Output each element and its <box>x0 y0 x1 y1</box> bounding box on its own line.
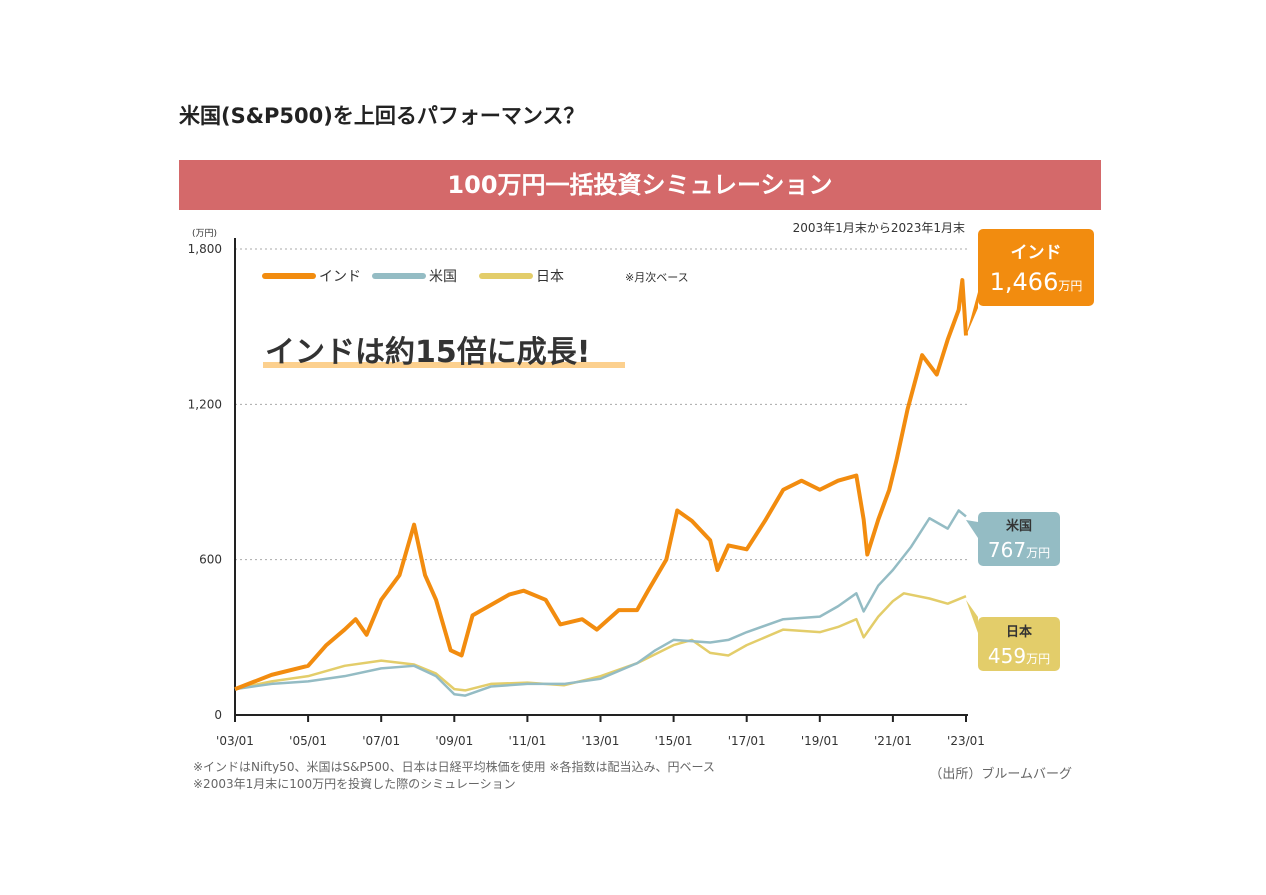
callout-box <box>978 512 1060 566</box>
x-tick-label: '05/01 <box>289 734 327 748</box>
x-tick-label: '13/01 <box>582 734 620 748</box>
series-line-japan <box>234 592 967 692</box>
legend-note: ※月次ベース <box>625 270 689 284</box>
callout-name: 日本 <box>1006 624 1032 640</box>
x-tick-label: '17/01 <box>728 734 766 748</box>
legend-label: 米国 <box>429 269 457 285</box>
x-tick-label: '11/01 <box>508 734 546 748</box>
x-tick-label: '07/01 <box>362 734 400 748</box>
y-axis-unit: (万円) <box>192 228 217 239</box>
callout-unit: 万円 <box>1026 652 1050 666</box>
callout-pointer <box>966 292 978 336</box>
x-tick-label: '19/01 <box>801 734 839 748</box>
callout-unit: 万円 <box>1026 546 1050 560</box>
annotation-underline <box>263 362 625 368</box>
y-tick-label: 600 <box>199 553 222 567</box>
x-tick-label: '15/01 <box>655 734 693 748</box>
period-label: 2003年1月末から2023年1月末 <box>793 221 965 235</box>
page-title: 米国(S&P500)を上回るパフォーマンス？ <box>179 104 585 128</box>
callout-box <box>978 617 1060 671</box>
x-tick-label: '23/01 <box>947 734 985 748</box>
x-tick-label: '03/01 <box>216 734 254 748</box>
callout-name: インド <box>1011 243 1062 263</box>
callout-unit: 万円 <box>1058 279 1082 293</box>
y-tick-label: 1,800 <box>188 242 222 256</box>
footnote: ※インドはNifty50、米国はS&P500、日本は日経平均株価を使用 ※各指数… <box>193 759 715 774</box>
callout-box <box>978 229 1094 306</box>
source-label: （出所）ブルームバーグ <box>929 766 1072 782</box>
y-tick-label: 1,200 <box>188 397 222 411</box>
callout-pointer <box>966 520 978 538</box>
annotation-text: インドは約15倍に成長! <box>265 335 590 370</box>
callout-name: 米国 <box>1006 518 1032 534</box>
series-line-us <box>234 509 967 697</box>
callout-pointer <box>966 600 978 633</box>
legend-label: 日本 <box>536 269 564 285</box>
y-tick-label: 0 <box>214 708 222 722</box>
x-tick-label: '09/01 <box>435 734 473 748</box>
series-line-india <box>234 278 968 691</box>
chart-title: 100万円一括投資シミュレーション <box>179 160 1101 210</box>
x-tick-label: '21/01 <box>874 734 912 748</box>
legend-label: インド <box>319 269 361 285</box>
footnote: ※2003年1月末に100万円を投資した際のシミュレーション <box>193 776 516 791</box>
